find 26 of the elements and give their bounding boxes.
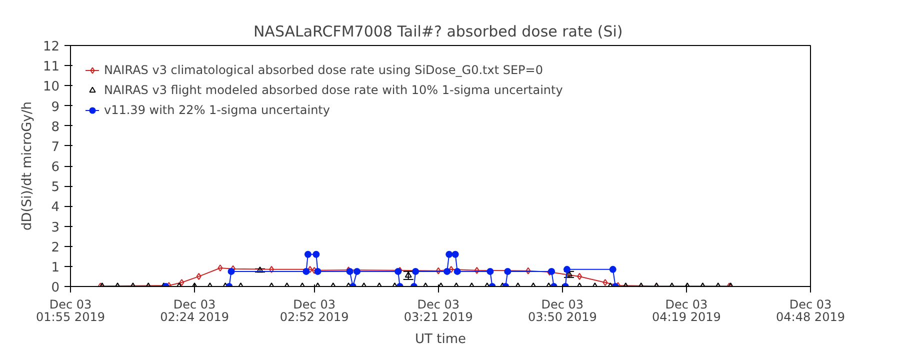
chart-title: NASALaRCFM7008 Tail#? absorbed dose rate (Si) xyxy=(253,22,623,40)
x-tick-label: Dec 03 02:24 2019 xyxy=(160,298,230,324)
x-axis-title: UT time xyxy=(415,332,466,348)
y-axis-title: dD(Si)/dt microGy/h xyxy=(20,102,35,230)
y-tick-label: 11 xyxy=(42,60,60,75)
y-tick-label: 6 xyxy=(51,160,60,175)
legend-label: NAIRAS v3 climatological absorbed dose rate using SiDose_G0.txt SEP=0 xyxy=(104,63,543,77)
y-tick-label: 1 xyxy=(51,260,60,276)
x-tick-label: Dec 03 04:48 2019 xyxy=(776,298,845,324)
y-tick-label: 9 xyxy=(51,100,60,115)
legend-label: v11.39 with 22% 1-sigma uncertainty xyxy=(104,103,330,117)
y-tick-label: 4 xyxy=(51,200,60,216)
x-tick-label: Dec 03 03:21 2019 xyxy=(404,298,473,324)
y-tick-label: 12 xyxy=(42,40,60,54)
y-tick-label: 0 xyxy=(51,280,60,296)
y-tick-label: 5 xyxy=(51,180,60,196)
x-tick-label: Dec 03 03:50 2019 xyxy=(528,298,597,324)
y-tick-label: 3 xyxy=(51,220,60,236)
y-tick-label: 2 xyxy=(51,240,60,256)
y-tick-label: 7 xyxy=(51,140,60,155)
legend-label: NAIRAS v3 flight modeled absorbed dose rate with 10% 1-sigma uncertainty xyxy=(104,83,563,97)
y-tick-label: 10 xyxy=(42,80,60,95)
x-tick-label: Dec 03 02:52 2019 xyxy=(280,298,349,324)
x-tick-label: Dec 03 04:19 2019 xyxy=(652,298,721,324)
y-tick-label: 8 xyxy=(51,120,60,135)
x-tick-label: Dec 03 01:55 2019 xyxy=(36,298,105,324)
